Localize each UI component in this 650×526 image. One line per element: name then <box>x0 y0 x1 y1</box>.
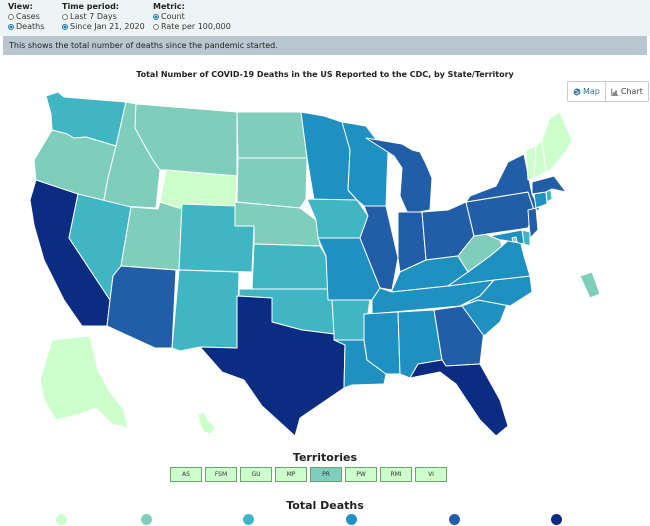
chart-toggle-label: Chart <box>620 87 643 96</box>
territory-as[interactable]: AS <box>170 467 202 482</box>
territory-rmi[interactable]: RMI <box>380 467 412 482</box>
bar-chart-icon <box>611 88 619 96</box>
view-option-deaths-label: Deaths <box>16 22 45 31</box>
metric-group: Metric: Count Rate per 100,000 <box>153 2 231 32</box>
state-nm[interactable] <box>171 269 240 352</box>
state-nj[interactable] <box>527 207 539 239</box>
state-az[interactable] <box>106 265 177 349</box>
us-states-map <box>29 91 601 437</box>
state-ak[interactable] <box>39 335 129 429</box>
map-toggle-button[interactable]: Map <box>568 82 605 101</box>
state-fl[interactable] <box>409 359 509 437</box>
metric-option-count-label: Count <box>161 12 185 21</box>
radio-count[interactable] <box>153 14 159 20</box>
legend-bin-1[interactable] <box>56 514 67 525</box>
state-nc[interactable] <box>459 275 533 307</box>
time-option-7days[interactable]: Last 7 Days <box>62 12 145 22</box>
state-nd[interactable] <box>236 111 308 159</box>
view-option-cases-label: Cases <box>16 12 40 21</box>
radio-rate[interactable] <box>153 24 159 30</box>
territory-pw[interactable]: PW <box>345 467 377 482</box>
state-dc[interactable] <box>511 236 518 243</box>
time-period-group: Time period: Last 7 Days Since Jan 21, 2… <box>62 2 145 32</box>
time-option-7days-label: Last 7 Days <box>70 12 117 21</box>
legend-bin-3[interactable] <box>243 514 254 525</box>
radio-7days[interactable] <box>62 14 68 20</box>
state-ut[interactable] <box>120 201 183 271</box>
territory-pr-shape[interactable] <box>579 271 601 299</box>
territory-vi[interactable]: VI <box>415 467 447 482</box>
territory-gu[interactable]: GU <box>240 467 272 482</box>
legend-bin-2[interactable] <box>141 514 152 525</box>
legend-bin-6[interactable] <box>551 514 562 525</box>
state-ma[interactable] <box>531 175 567 195</box>
legend-bin-4[interactable] <box>346 514 357 525</box>
chart-toggle-button[interactable]: Chart <box>604 82 648 101</box>
state-hi[interactable] <box>197 411 216 435</box>
state-sd[interactable] <box>236 157 308 209</box>
metric-option-rate[interactable]: Rate per 100,000 <box>153 22 231 32</box>
state-ct[interactable] <box>533 191 548 209</box>
radio-since[interactable] <box>62 24 68 30</box>
view-option-cases[interactable]: Cases <box>8 12 44 22</box>
globe-icon <box>573 88 581 95</box>
controls-bar: View: Cases Deaths Time period: Last 7 D… <box>0 0 650 36</box>
legend-bin-5[interactable] <box>449 514 460 525</box>
territories-title: Territories <box>292 451 358 464</box>
time-option-since[interactable]: Since Jan 21, 2020 <box>62 22 145 32</box>
view-toggle: Map Chart <box>567 81 649 102</box>
legend-title: Total Deaths <box>286 499 364 512</box>
state-mi[interactable] <box>365 137 433 215</box>
territory-fsm[interactable]: FSM <box>205 467 237 482</box>
metric-option-count[interactable]: Count <box>153 12 231 22</box>
map-title: Total Number of COVID-19 Deaths in the U… <box>136 70 514 79</box>
territory-mp[interactable]: MP <box>275 467 307 482</box>
radio-cases[interactable] <box>8 14 14 20</box>
info-bar: This shows the total number of deaths si… <box>3 36 647 55</box>
metric-option-rate-label: Rate per 100,000 <box>161 22 231 31</box>
view-heading: View: <box>8 2 33 11</box>
map-toggle-label: Map <box>583 87 600 96</box>
metric-heading: Metric: <box>153 2 185 11</box>
state-me[interactable] <box>541 111 573 173</box>
view-group: View: Cases Deaths <box>8 2 44 32</box>
view-option-deaths[interactable]: Deaths <box>8 22 44 32</box>
state-ks[interactable] <box>251 243 329 290</box>
state-tx[interactable] <box>199 295 346 437</box>
time-option-since-label: Since Jan 21, 2020 <box>70 22 145 31</box>
territory-pr[interactable]: PR <box>310 467 342 482</box>
territories-row: AS FSM GU MP PR PW RMI VI <box>170 467 447 482</box>
radio-deaths[interactable] <box>8 24 14 30</box>
time-period-heading: Time period: <box>62 2 120 11</box>
